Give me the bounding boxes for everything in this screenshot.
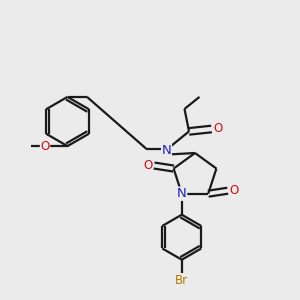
Text: N: N (177, 187, 187, 200)
Text: Br: Br (175, 274, 188, 286)
Text: O: O (230, 184, 239, 197)
Text: N: N (162, 144, 171, 158)
Text: O: O (143, 159, 152, 172)
Text: O: O (214, 122, 223, 136)
Text: O: O (40, 140, 50, 153)
